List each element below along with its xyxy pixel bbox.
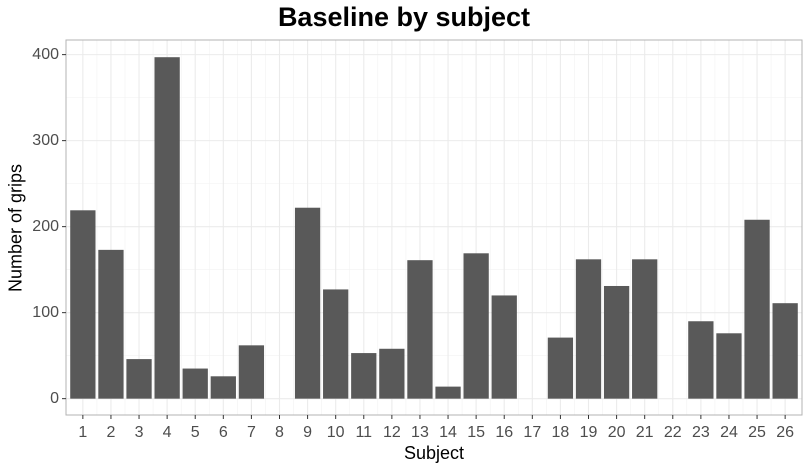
bar-subject-25 xyxy=(744,219,770,399)
x-tick-label: 7 xyxy=(247,424,256,441)
y-tick-label: 0 xyxy=(50,390,59,407)
y-tick-label: 400 xyxy=(32,46,59,63)
x-tick-label: 4 xyxy=(163,424,172,441)
minor-gridlines xyxy=(66,40,802,415)
bar-subject-5 xyxy=(182,368,208,399)
x-tick-label: 9 xyxy=(303,424,312,441)
x-tick-label: 13 xyxy=(411,424,429,441)
bar-subject-19 xyxy=(575,259,602,399)
y-axis-title: Number of grips xyxy=(5,163,26,293)
bar-subject-18 xyxy=(547,337,574,399)
x-tick-label: 17 xyxy=(523,424,541,441)
y-tick-label: 300 xyxy=(32,132,59,149)
x-tick-label: 14 xyxy=(439,424,457,441)
x-tick-label: 12 xyxy=(383,424,401,441)
bar-subject-14 xyxy=(435,386,461,399)
plot-border xyxy=(65,39,803,416)
bar-subject-9 xyxy=(294,207,321,399)
bar-subject-24 xyxy=(716,333,742,399)
x-tick-label: 22 xyxy=(664,424,682,441)
bar-subject-3 xyxy=(126,359,152,399)
bar-subject-11 xyxy=(351,353,377,399)
x-tick-label: 20 xyxy=(608,424,626,441)
x-tick-label: 25 xyxy=(748,424,766,441)
bar-subject-23 xyxy=(688,321,714,399)
bar-subject-2 xyxy=(98,249,124,399)
y-tick-label: 100 xyxy=(32,304,59,321)
bar-subject-4 xyxy=(154,57,180,399)
x-tick-label: 8 xyxy=(275,424,284,441)
bar-subject-26 xyxy=(772,303,798,399)
x-tick-label: 6 xyxy=(219,424,228,441)
x-tick-label: 3 xyxy=(135,424,144,441)
x-tick-label: 21 xyxy=(636,424,654,441)
chart-title: Baseline by subject xyxy=(277,2,531,32)
x-axis: 1 2 3 4 5 6 7 8 9 10 11 12 13 14 15 16 17 18 19 20 21 22 23 24 2… xyxy=(78,415,794,441)
x-tick-label: 19 xyxy=(580,424,598,441)
bar-subject-13 xyxy=(407,260,433,399)
x-tick-label: 10 xyxy=(327,424,345,441)
y-axis: 0 100 200 300 400 xyxy=(32,46,66,407)
x-tick-label: 11 xyxy=(355,424,372,441)
bar-subject-10 xyxy=(323,289,349,399)
y-tick-label: 200 xyxy=(32,218,59,235)
x-tick-label: 16 xyxy=(495,424,513,441)
x-tick-label: 15 xyxy=(467,424,485,441)
x-tick-label: 18 xyxy=(552,424,570,441)
x-tick-label: 2 xyxy=(106,424,115,441)
bar-subject-7 xyxy=(238,345,265,399)
bar-subject-15 xyxy=(463,253,489,399)
bar-subject-6 xyxy=(210,376,236,399)
bar-subject-21 xyxy=(632,259,658,399)
x-tick-label: 24 xyxy=(720,424,738,441)
bar-subject-1 xyxy=(70,210,96,399)
x-tick-label: 26 xyxy=(776,424,794,441)
x-axis-title: Subject xyxy=(403,443,465,463)
x-tick-label: 1 xyxy=(78,424,87,441)
bars xyxy=(70,57,798,399)
x-tick-label: 5 xyxy=(191,424,200,441)
bar-subject-12 xyxy=(379,348,405,399)
x-tick-label: 23 xyxy=(692,424,710,441)
bar-subject-16 xyxy=(491,295,517,399)
bar-subject-20 xyxy=(603,285,630,399)
